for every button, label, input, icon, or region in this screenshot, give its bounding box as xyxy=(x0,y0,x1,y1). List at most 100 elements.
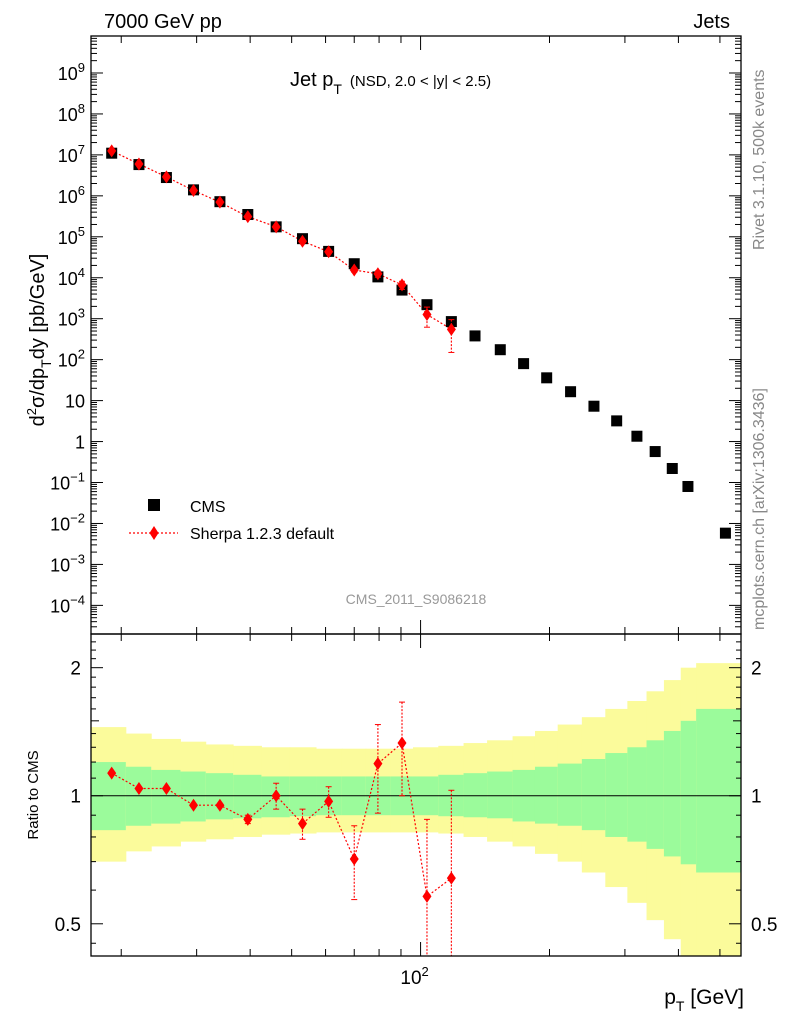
ratio-data-point xyxy=(397,736,407,750)
ratio-data-point xyxy=(373,757,383,771)
main-y-tick-label: 106 xyxy=(58,183,85,207)
main-y-tick-label: 109 xyxy=(58,60,85,84)
ratio-y-tick-label-left: 2 xyxy=(70,659,81,680)
ratio-band-inner xyxy=(289,776,317,817)
main-y-axis-label: d2σ/dpTdy [pb/GeV] xyxy=(24,254,54,427)
ratio-data-point xyxy=(107,766,117,780)
main-y-tick-label: 10−3 xyxy=(50,551,85,575)
ratio-y-tick-label-right: 1 xyxy=(751,787,762,808)
ratio-band-inner xyxy=(627,747,648,842)
mcplots-reference: mcplots.cern.ch [arXiv:1306.3436] xyxy=(751,388,768,630)
sherpa-data-point xyxy=(422,307,432,321)
sherpa-data-point xyxy=(373,267,383,281)
cms-data-point xyxy=(666,462,678,474)
ratio-band-inner xyxy=(696,708,742,873)
sherpa-data-point xyxy=(397,278,407,292)
ratio-data-marks xyxy=(107,701,456,956)
sherpa-data-point xyxy=(349,263,359,277)
ratio-band-inner xyxy=(205,773,234,820)
sherpa-data-point xyxy=(134,157,144,171)
ratio-band-inner xyxy=(125,766,152,826)
legend-sherpa-label: Sherpa 1.2.3 default xyxy=(190,526,335,543)
ratio-band-inner xyxy=(680,720,697,865)
ratio-data-point xyxy=(243,812,253,826)
sherpa-data-point xyxy=(446,322,456,336)
main-y-tick-label: 10 xyxy=(65,392,85,412)
header-right: Jets xyxy=(693,11,730,33)
main-axis-ticks: 10−4 10−3 10−2 10−1 1 10 102 103 104 105 106 107 108… xyxy=(50,35,741,635)
ratio-axis-ticks: 102 0.5 0.5 1 1 2 2 xyxy=(55,634,777,989)
cms-data-point xyxy=(421,299,433,311)
main-data-marks xyxy=(106,144,731,539)
x-tick-label: 102 xyxy=(400,964,428,989)
ratio-data-point xyxy=(349,852,359,866)
main-y-tick-label: 108 xyxy=(58,101,85,125)
ratio-data-point xyxy=(324,794,334,808)
x-axis-label: pT [GeV] xyxy=(664,986,744,1014)
sherpa-data-point xyxy=(215,195,225,209)
main-y-tick-label: 107 xyxy=(58,142,85,166)
ratio-sherpa-line xyxy=(111,741,452,898)
sherpa-data-point xyxy=(243,210,253,224)
main-y-tick-label: 102 xyxy=(58,347,85,371)
ratio-data-point xyxy=(161,781,171,795)
cms-data-point xyxy=(588,400,600,412)
cms-data-point xyxy=(719,527,731,539)
ratio-band-inner xyxy=(557,763,583,826)
main-y-tick-label: 10−2 xyxy=(50,510,85,534)
analysis-id: CMS_2011_S9086218 xyxy=(346,591,487,607)
main-y-tick-label: 10−1 xyxy=(50,470,85,494)
plot-title: Jet pT (NSD, 2.0 < |y| < 2.5) xyxy=(290,69,491,97)
main-y-tick-label: 1 xyxy=(75,433,85,453)
ratio-band-inner xyxy=(646,740,665,849)
cms-data-point xyxy=(541,372,553,384)
ratio-band-inner xyxy=(534,766,559,824)
main-y-tick-label: 103 xyxy=(58,306,85,330)
main-y-tick-label: 105 xyxy=(58,224,85,248)
ratio-band-inner xyxy=(487,771,514,819)
cms-data-point xyxy=(469,330,481,342)
legend-cms-label: CMS xyxy=(190,499,226,516)
main-plot-frame xyxy=(90,35,742,635)
ratio-data-point xyxy=(297,817,307,831)
ratio-y-tick-label-right: 2 xyxy=(751,659,762,680)
cms-data-point xyxy=(682,480,694,492)
ratio-band-inner xyxy=(463,773,488,818)
ratio-band-inner xyxy=(151,769,181,824)
cms-data-point xyxy=(649,446,661,458)
cms-data-point xyxy=(565,386,577,398)
legend: CMS Sherpa 1.2.3 default xyxy=(129,499,335,543)
sherpa-data-point xyxy=(189,184,199,198)
ratio-band-inner xyxy=(605,753,628,837)
legend-sherpa-marker xyxy=(149,526,159,540)
sherpa-data-point xyxy=(271,220,281,234)
ratio-data-point xyxy=(215,798,225,812)
ratio-data-point xyxy=(271,789,281,803)
cms-data-point xyxy=(611,415,623,427)
cms-data-point xyxy=(518,358,530,370)
ratio-band-inner xyxy=(180,771,207,822)
header-left: 7000 GeV pp xyxy=(104,11,222,33)
ratio-y-tick-label-left: 0.5 xyxy=(55,915,81,936)
ratio-data-point xyxy=(134,781,144,795)
ratio-y-axis-label: Ratio to CMS xyxy=(25,750,42,839)
sherpa-data-point xyxy=(297,234,307,248)
rivet-version: Rivet 3.1.10, 500k events xyxy=(751,69,768,250)
main-y-tick-label: 104 xyxy=(58,265,85,289)
ratio-uncertainty-bands xyxy=(91,663,742,956)
ratio-data-point xyxy=(189,798,199,812)
ratio-data-point xyxy=(422,889,432,903)
sherpa-data-point xyxy=(161,170,171,184)
legend-cms-marker xyxy=(148,499,160,511)
ratio-y-tick-label-right: 0.5 xyxy=(751,915,777,936)
cms-data-point xyxy=(494,344,506,356)
cms-data-point xyxy=(631,430,643,442)
ratio-band-inner xyxy=(581,758,606,831)
main-y-tick-label: 10−4 xyxy=(50,592,85,616)
sherpa-data-point xyxy=(324,245,334,259)
ratio-band-inner xyxy=(663,730,682,857)
ratio-data-point xyxy=(446,871,456,885)
ratio-plot-frame xyxy=(90,633,742,957)
sherpa-data-point xyxy=(107,144,117,158)
